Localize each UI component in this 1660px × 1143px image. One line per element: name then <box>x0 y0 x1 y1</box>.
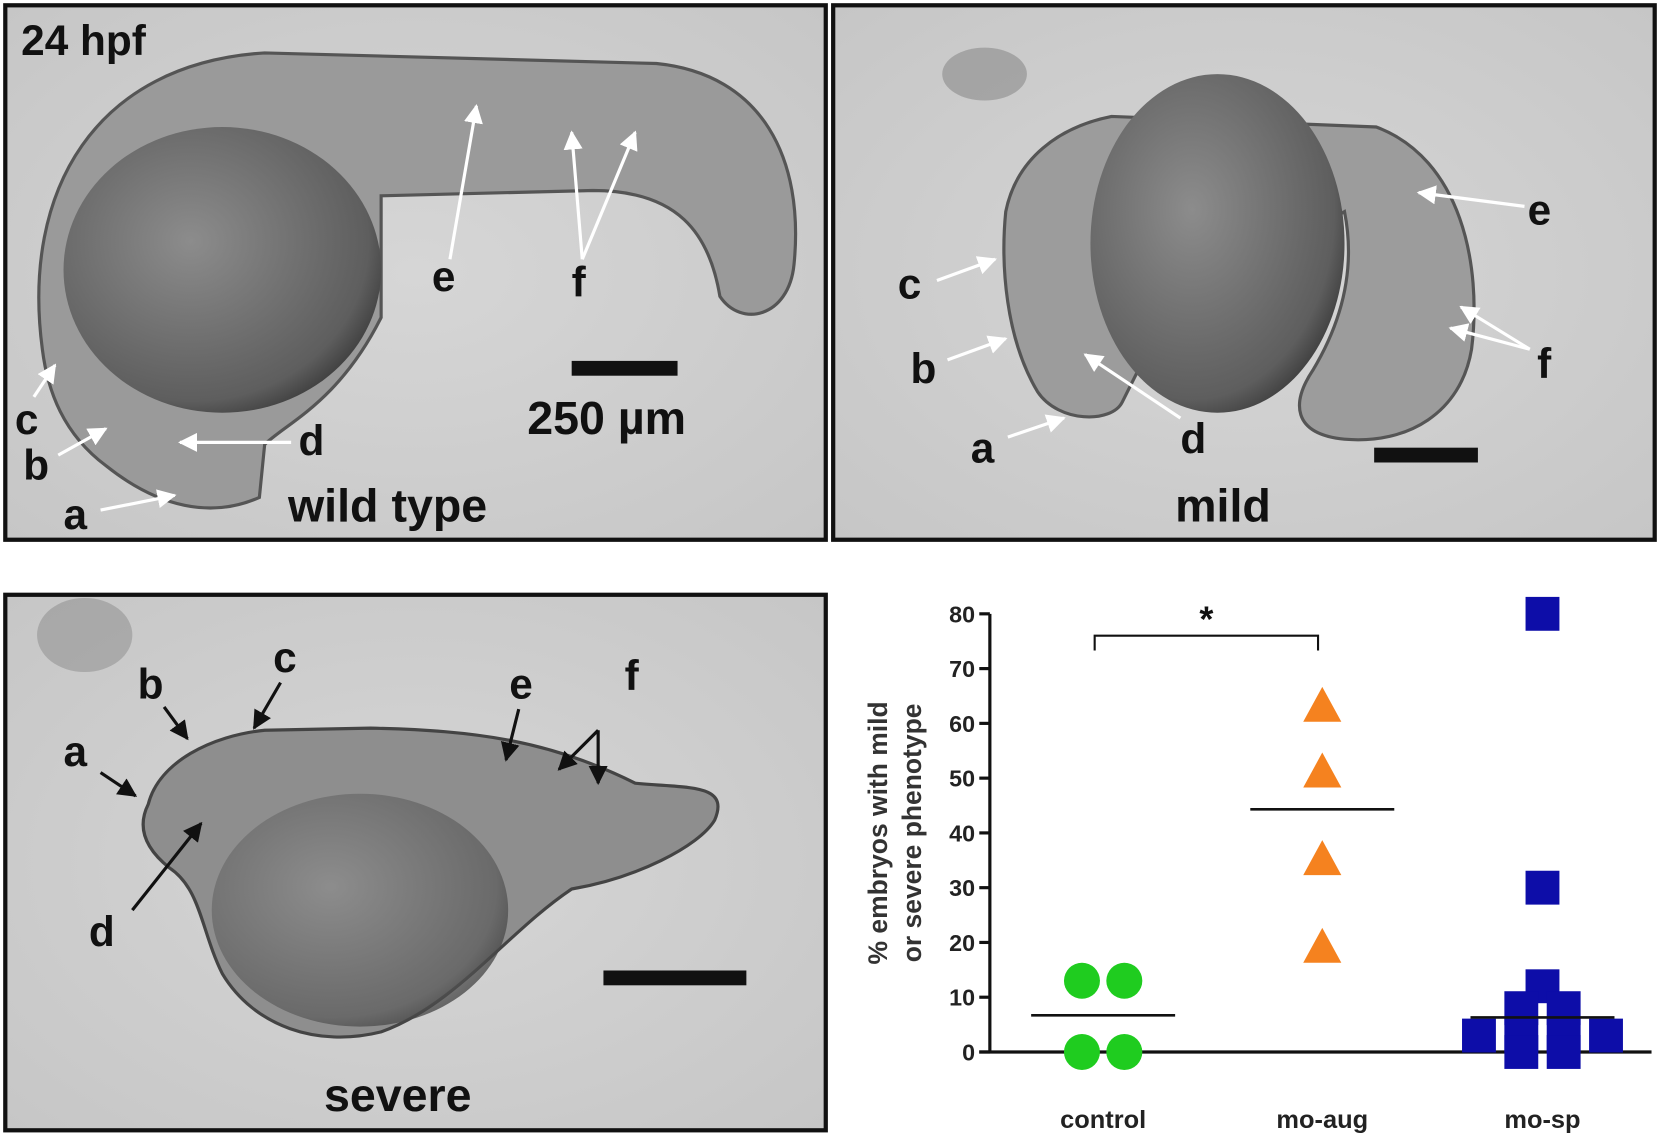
letter: e <box>432 253 456 300</box>
point <box>1504 1035 1539 1069</box>
point <box>1106 962 1143 999</box>
y-tick-label: 10 <box>949 985 975 1011</box>
point <box>1303 752 1342 788</box>
scale-bar <box>1374 447 1478 463</box>
stage-label: 24 hpf <box>21 17 147 64</box>
scale-bar <box>603 970 747 986</box>
x-tick-label: control <box>1060 1106 1146 1134</box>
point <box>1525 870 1560 905</box>
y-tick-label: 80 <box>949 601 975 627</box>
y-axis-label: or severe phenotype <box>897 704 927 963</box>
scale-bar <box>571 360 678 376</box>
arrows <box>936 185 1531 439</box>
y-tick-label: 50 <box>949 766 975 792</box>
point <box>1303 840 1342 876</box>
y-tick-label: 40 <box>949 820 975 846</box>
significance-bracket <box>1093 634 1320 651</box>
letter: d <box>89 908 115 955</box>
letter: e <box>1528 186 1552 233</box>
panel-wild-type: 24 hpf wild type 250 µm a b c d e f <box>3 3 828 542</box>
y-tick-label: 0 <box>962 1039 975 1065</box>
letter: b <box>910 345 936 392</box>
panel-severe: severe a b c d e f <box>3 592 828 1133</box>
point <box>1303 686 1342 722</box>
letter: e <box>509 661 533 708</box>
letter: f <box>1537 340 1552 387</box>
letter: b <box>23 441 49 488</box>
x-tick-label: mo-sp <box>1504 1106 1580 1134</box>
y-tick-label: 60 <box>949 711 975 737</box>
point <box>1589 1018 1623 1053</box>
letter: a <box>64 491 88 538</box>
panel-label: mild <box>1175 480 1271 532</box>
y-tick-label: 20 <box>949 930 975 956</box>
yolk <box>211 793 509 1027</box>
point <box>1546 1035 1581 1069</box>
point <box>1462 1018 1496 1053</box>
x-tick-label: mo-aug <box>1276 1106 1368 1134</box>
letter: c <box>898 260 922 307</box>
point <box>1303 927 1342 963</box>
debris <box>37 597 133 673</box>
point <box>1106 1033 1143 1070</box>
y-tick-label: 70 <box>949 656 975 682</box>
yolk <box>63 127 382 413</box>
scale-label: 250 µm <box>527 392 686 444</box>
point <box>1525 596 1560 631</box>
significance-label: * <box>1199 599 1213 640</box>
letter: a <box>64 728 88 775</box>
panel-label: severe <box>324 1069 472 1121</box>
panel-label: wild type <box>287 480 487 532</box>
letter: f <box>625 652 640 699</box>
panel-mild: mild a b c d e f <box>831 3 1657 542</box>
point <box>1063 1033 1100 1070</box>
letter: d <box>1180 415 1206 462</box>
letter: a <box>971 424 995 471</box>
letter: b <box>138 661 164 708</box>
letter: c <box>15 396 39 443</box>
arrows <box>32 103 638 512</box>
point <box>1063 962 1100 999</box>
y-axis-label: % embryos with mild <box>863 701 893 964</box>
letter: c <box>273 634 297 681</box>
yolk <box>1090 74 1345 413</box>
letter: f <box>572 258 587 305</box>
arrows <box>99 681 608 912</box>
letter: d <box>299 417 325 464</box>
debris <box>942 47 1027 101</box>
dot-plot: 0 10 20 30 40 50 60 70 80 % embryos with mild or s… <box>863 596 1652 1134</box>
y-tick-label: 30 <box>949 875 975 901</box>
